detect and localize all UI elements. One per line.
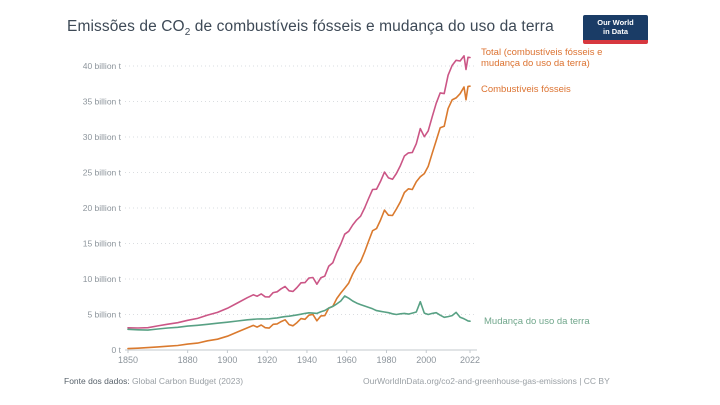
legend-total-label: Total (combustíveis fósseis e mudança do… <box>481 47 602 69</box>
chart-axis-element: 15 billion t <box>83 239 122 249</box>
owid-logo: Our World in Data <box>583 15 648 44</box>
chart-series-line <box>127 295 471 331</box>
owid-logo-line2: in Data <box>602 26 628 36</box>
chart-axis-element: 1960 <box>337 355 357 365</box>
chart-axis-element: 1940 <box>297 355 317 365</box>
chart-axis-element: 1920 <box>257 355 277 365</box>
chart-title-suffix: de combustíveis fósseis e mudança do uso… <box>190 18 554 35</box>
chart-title: Emissões de CO2 de combustíveis fósseis … <box>67 18 554 38</box>
chart-axis-element: 1980 <box>376 355 396 365</box>
legend-land-label: Mudança do uso da terra <box>484 316 590 327</box>
chart-axis-element: 30 billion t <box>83 132 122 142</box>
chart-axis-element: 1880 <box>178 355 198 365</box>
chart-axis-element: 25 billion t <box>83 168 122 178</box>
chart-axis-element: 2022 <box>460 355 480 365</box>
legend-total-label-line2: mudança do uso da terra) <box>481 58 590 69</box>
chart-axis-element: 0 t <box>112 345 122 355</box>
chart-axis-element: 2000 <box>416 355 436 365</box>
footer-source-label: Fonte dos dados: <box>64 376 130 386</box>
owid-logo-line1: Our World <box>597 18 634 27</box>
footer-attribution: OurWorldInData.org/co2-and-greenhouse-ga… <box>363 376 610 386</box>
chart-title-prefix: Emissões de CO <box>67 18 185 35</box>
chart-axis-element: 1850 <box>118 355 138 365</box>
chart-series-line <box>127 85 471 350</box>
chart-title-subscript: 2 <box>184 27 191 39</box>
owid-logo-text: Our World in Data <box>583 15 648 40</box>
chart-axis-element: 5 billion t <box>87 310 121 320</box>
legend-fossil-label: Combustíveis fósseis <box>481 84 571 95</box>
owid-logo-stripe <box>583 40 648 44</box>
chart-axis-element: 1900 <box>217 355 237 365</box>
chart-axis-element: 40 billion t <box>83 61 122 71</box>
footer-source-name: Global Carbon Budget (2023) <box>132 376 244 386</box>
chart-series-line <box>127 54 471 329</box>
chart-axis-element: 35 billion t <box>83 97 122 107</box>
chart-axis-element: 20 billion t <box>83 203 122 213</box>
legend-total-label-line1: Total (combustíveis fósseis e <box>481 47 603 58</box>
chart-axis-element: 10 billion t <box>83 274 122 284</box>
